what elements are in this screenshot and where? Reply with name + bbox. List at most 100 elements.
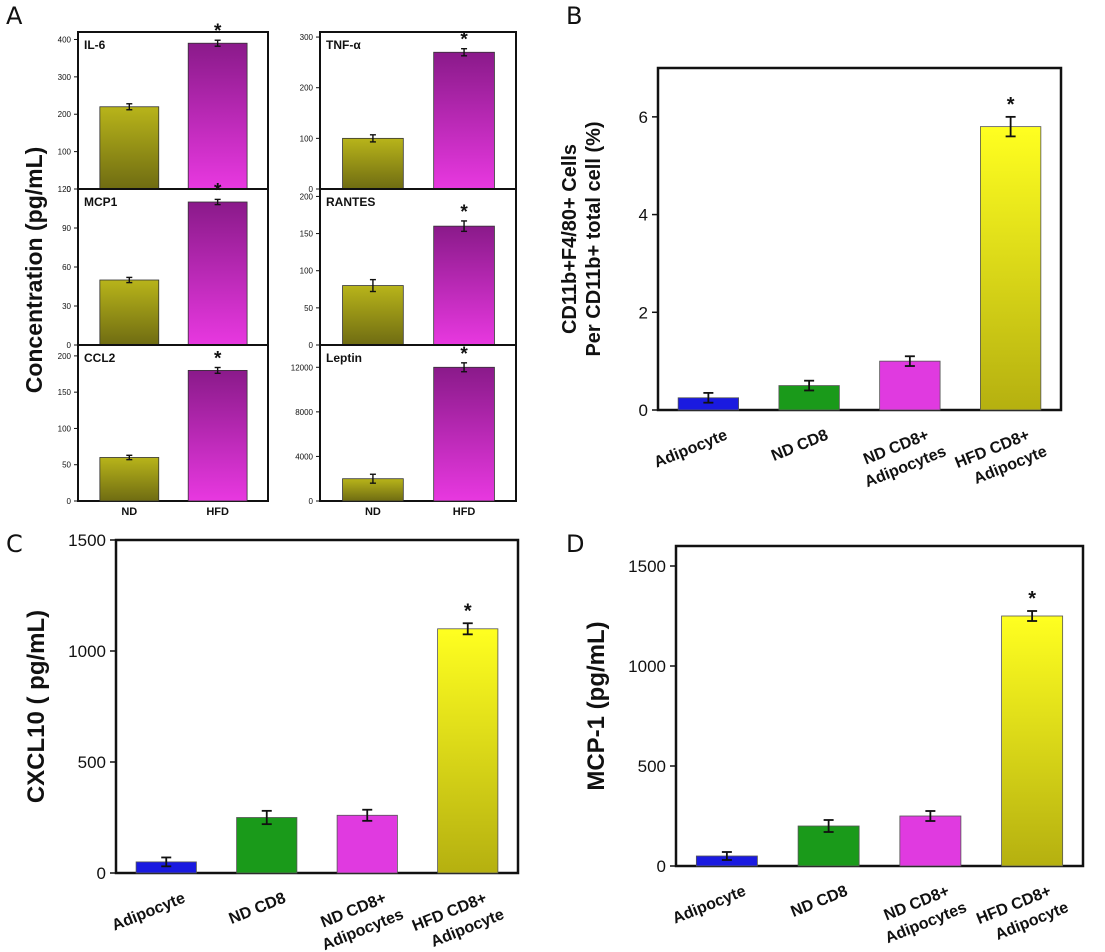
y-axis-label: Per CD11b+ total cell (%) bbox=[583, 121, 605, 356]
x-tick-label: HFD CD8+Adipocyte bbox=[974, 879, 1071, 948]
plot-frame bbox=[114, 538, 520, 875]
y-tick-label: 8000 bbox=[295, 408, 313, 417]
y-tick-label: 500 bbox=[638, 757, 666, 776]
y-tick-label: 0 bbox=[309, 497, 314, 506]
significance-star: * bbox=[460, 30, 468, 51]
y-tick-label: 1500 bbox=[68, 531, 106, 550]
bar-hfd-cd8-adipocyte bbox=[437, 628, 499, 874]
y-tick-label: 200 bbox=[300, 84, 314, 93]
significance-star: * bbox=[460, 344, 468, 365]
bar-nd-cd8-adipocytes bbox=[879, 360, 941, 411]
chart-panel-d: 0 500 1000 1500 MCP-1 (pg/mL) Adipocyte ND CD8… bbox=[583, 544, 1085, 948]
y-tick-label: 4000 bbox=[295, 452, 313, 461]
x-tick-label: Adipocyte bbox=[110, 890, 188, 935]
y-axis-label: CXCL10 ( pg/mL) bbox=[23, 610, 50, 803]
y-tick-label: 50 bbox=[304, 304, 313, 313]
chart-title: IL-6 bbox=[84, 38, 106, 52]
y-tick-label: 300 bbox=[300, 33, 314, 42]
y-axis-label: CD11b+F4/80+ Cells bbox=[559, 144, 581, 334]
y-tick-label: 120 bbox=[58, 185, 72, 194]
x-tick-label: ND CD8 bbox=[789, 883, 851, 921]
x-tick-label: ND CD8+Adipocytes bbox=[312, 886, 407, 952]
bar-nd bbox=[99, 457, 160, 502]
bar-hfd-cd8-adipocyte bbox=[1001, 615, 1064, 867]
x-tick-label: ND CD8+Adipocytes bbox=[875, 879, 970, 947]
panel-letter-d: D bbox=[566, 530, 584, 558]
x-tick-label-line: ND CD8 bbox=[769, 427, 831, 465]
chart-a-tnf-a: TNF-α 0 100 200 300 * bbox=[300, 30, 517, 194]
y-tick-label: 0 bbox=[639, 401, 648, 420]
bar-nd-cd8-adipocytes bbox=[336, 814, 398, 874]
y-tick-label: 0 bbox=[67, 185, 72, 194]
bar-hfd bbox=[187, 369, 248, 502]
bar-nd bbox=[99, 106, 160, 190]
plot-frame bbox=[674, 544, 1085, 868]
plot-frame bbox=[656, 66, 1063, 412]
significance-star: * bbox=[464, 600, 472, 622]
x-tick-label-line: Adipocyte bbox=[670, 883, 748, 928]
y-tick-label: 90 bbox=[62, 224, 71, 233]
x-tick-label: HFD bbox=[453, 506, 476, 518]
chart-a-ccl2: CCL2 0 50 100 150 200 ND * HFD bbox=[58, 344, 269, 518]
y-tick-label: 0 bbox=[67, 497, 72, 506]
x-tick-label: ND bbox=[365, 506, 381, 518]
plot-frame bbox=[319, 344, 517, 502]
y-tick-label: 500 bbox=[78, 753, 106, 772]
significance-star: * bbox=[460, 202, 468, 223]
chart-title: MCP1 bbox=[84, 195, 118, 209]
y-tick-label: 100 bbox=[58, 424, 72, 433]
bar-hfd-cd8-adipocyte bbox=[980, 126, 1042, 411]
panel-letter-a: A bbox=[6, 2, 23, 30]
x-tick-label: HFD CD8+Adipocyte bbox=[410, 886, 507, 952]
y-tick-label: 60 bbox=[62, 263, 71, 272]
panel-letter-b: B bbox=[566, 2, 582, 30]
y-tick-label: 200 bbox=[300, 192, 314, 201]
significance-star: * bbox=[214, 180, 222, 201]
y-tick-label: 6 bbox=[639, 108, 648, 127]
y-tick-label: 300 bbox=[58, 73, 72, 82]
significance-star: * bbox=[214, 21, 222, 42]
y-tick-label: 0 bbox=[97, 864, 106, 883]
x-tick-label: HFD bbox=[206, 506, 229, 518]
bar-hfd bbox=[187, 42, 248, 190]
bar-nd bbox=[342, 285, 404, 346]
bar-nd-cd8 bbox=[236, 817, 298, 874]
y-tick-label: 200 bbox=[58, 110, 72, 119]
chart-a-il-6: IL-6 0 100 200 300 400 * bbox=[58, 21, 269, 194]
y-tick-label: 50 bbox=[62, 461, 71, 470]
significance-star: * bbox=[214, 348, 222, 369]
panel-letter-c: C bbox=[6, 530, 23, 558]
y-tick-label: 12000 bbox=[291, 363, 314, 372]
y-tick-label: 30 bbox=[62, 302, 71, 311]
y-tick-label: 100 bbox=[58, 148, 72, 157]
significance-star: * bbox=[1028, 588, 1036, 610]
x-tick-label: HFD CD8+Adipocyte bbox=[953, 423, 1050, 492]
chart-title: CCL2 bbox=[84, 351, 116, 365]
significance-star: * bbox=[1007, 94, 1015, 116]
panel-a-y-axis-label: Concentration (pg/mL) bbox=[21, 147, 47, 394]
chart-a-mcp1: MCP1 0 30 60 90 120 * bbox=[58, 180, 269, 350]
bar-hfd bbox=[433, 51, 495, 190]
x-tick-label: Adipocyte bbox=[670, 883, 748, 928]
bar-hfd bbox=[433, 225, 495, 346]
y-tick-label: 0 bbox=[67, 341, 72, 350]
bar-nd bbox=[342, 137, 404, 190]
y-tick-label: 0 bbox=[657, 857, 666, 876]
y-tick-label: 200 bbox=[58, 352, 72, 361]
y-tick-label: 0 bbox=[309, 185, 314, 194]
y-tick-label: 1500 bbox=[628, 557, 666, 576]
chart-title: Leptin bbox=[326, 351, 362, 365]
chart-title: TNF-α bbox=[326, 38, 361, 52]
x-tick-label: Adipocyte bbox=[652, 427, 730, 472]
bar-hfd bbox=[433, 366, 495, 502]
chart-a-leptin: Leptin 0 4000 8000 12000 ND * HFD bbox=[291, 344, 517, 518]
x-tick-label: ND CD8 bbox=[227, 890, 289, 928]
x-tick-label: ND CD8+Adipocytes bbox=[854, 423, 949, 491]
x-tick-label: ND bbox=[121, 506, 137, 518]
chart-panel-c: 0 500 1000 1500 CXCL10 ( pg/mL) Adipocyte ND C… bbox=[23, 531, 520, 952]
bar-nd-cd8-adipocytes bbox=[899, 815, 962, 867]
bar-hfd bbox=[187, 201, 248, 346]
y-tick-label: 100 bbox=[300, 134, 314, 143]
